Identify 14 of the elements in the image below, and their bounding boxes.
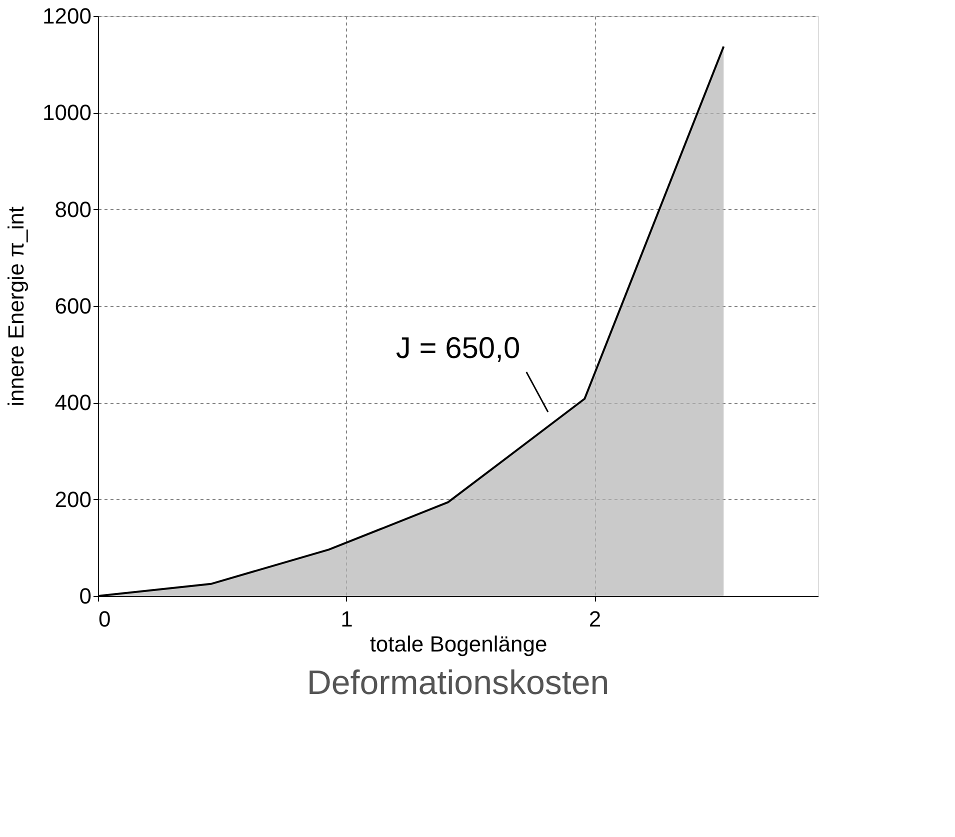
x-axis-title: totale Bogenlänge [370,632,548,656]
y-tick-label: 0 [79,584,92,608]
y-tick-label: 600 [54,294,92,318]
annotation: J = 650,0 [396,332,520,365]
x-tick-label: 1 [340,606,353,632]
x-tick-label: 0 [98,606,111,632]
y-tick-label: 800 [54,196,92,222]
y-axis-title: innere Energie π_int [4,206,29,406]
text: Deformationskosten [306,664,610,702]
x-tick-label: 2 [588,606,602,632]
y-tick-label: 400 [54,390,92,416]
y-tick-label: 1000 [42,100,92,126]
y-tick-label: 1200 [42,4,92,28]
y-tick-label: 200 [54,486,92,512]
